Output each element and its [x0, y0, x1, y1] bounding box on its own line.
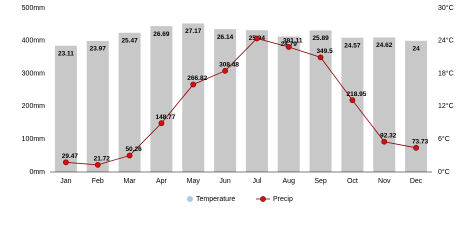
- temperature-bar: [245, 30, 268, 172]
- precip-label: 381.11: [283, 38, 303, 45]
- x-tick-label: Apr: [156, 178, 168, 185]
- precip-label: 29.47: [62, 153, 79, 160]
- y-tick-label: 200mm: [22, 103, 46, 110]
- temperature-bar: [118, 32, 141, 172]
- chart: 0mm 100mm 200mm 300mm 400mm 500mm 0°C 6°C 12°C 18…: [22, 4, 454, 203]
- x-tick-label: Oct: [347, 178, 358, 185]
- x-tick-label: Jul: [252, 178, 261, 185]
- y2-tick-label: 24°C: [438, 37, 454, 45]
- temperature-label: 24: [412, 46, 420, 53]
- temperature-bar: [341, 37, 364, 173]
- temperature-label: 26.14: [217, 34, 234, 41]
- precip-marker: [349, 97, 356, 104]
- precip-marker: [381, 138, 388, 145]
- y2-tick-label: 18°C: [438, 69, 454, 77]
- precip-marker: [94, 161, 101, 168]
- x-tick-label: Aug: [283, 178, 296, 185]
- precip-marker: [126, 152, 133, 159]
- temperature-bar: [54, 45, 77, 173]
- legend-label: Precip: [273, 196, 293, 203]
- legend-label: Temperature: [196, 196, 235, 203]
- temperature-bar: [182, 23, 205, 172]
- y2-tick-label: 0°C: [438, 168, 450, 176]
- precip-marker: [222, 67, 228, 74]
- precip-label: 266.82: [187, 75, 207, 82]
- precip-label: 21.72: [94, 156, 111, 163]
- x-tick-label: Nov: [378, 178, 391, 185]
- precip-marker: [254, 35, 260, 42]
- temperature-bar: [150, 26, 173, 173]
- x-tick-label: Jun: [219, 178, 230, 185]
- temperature-label: 27.17: [185, 28, 202, 35]
- y2-tick-label: 12°C: [438, 102, 454, 110]
- legend-swatch: [187, 196, 193, 202]
- x-tick-label: Mar: [124, 178, 137, 185]
- precip-marker: [413, 144, 419, 151]
- temperature-bar: [214, 29, 237, 172]
- precip-label: 218.95: [346, 91, 366, 98]
- y-tick-label: 100mm: [22, 136, 46, 143]
- precip-line: [65, 38, 417, 166]
- temperature-label: 24.57: [344, 42, 361, 49]
- temperature-label: 25.47: [121, 37, 138, 44]
- x-tick-label: Feb: [92, 178, 104, 185]
- temperature-label: 24.62: [376, 42, 393, 49]
- y-tick-label: 0mm: [29, 169, 45, 176]
- precip-label: 73.73: [412, 139, 429, 146]
- y2-tick-label: 6°C: [438, 135, 450, 143]
- x-tick-label: May: [187, 178, 201, 185]
- precip-marker: [63, 159, 69, 166]
- temperature-bar: [86, 40, 109, 172]
- y2-tick-label: 30°C: [438, 4, 454, 12]
- precip-marker: [317, 54, 324, 61]
- x-tick-label: Dec: [410, 178, 423, 185]
- precip-label: 92.32: [380, 132, 397, 139]
- legend-swatch: [260, 196, 266, 202]
- precip-label: 349.5: [316, 48, 333, 55]
- precip-marker: [190, 81, 197, 88]
- precip-label: 50.26: [125, 146, 142, 153]
- x-tick-label: Sep: [314, 178, 327, 185]
- temperature-label: 23.11: [58, 50, 74, 57]
- temperature-label: 25.89: [312, 35, 329, 42]
- y-tick-label: 300mm: [22, 70, 46, 77]
- precip-marker: [285, 44, 292, 50]
- y-tick-label: 400mm: [22, 38, 46, 45]
- precip-marker: [158, 120, 165, 127]
- temperature-bar: [405, 40, 428, 172]
- precip-label: 148.77: [155, 114, 175, 121]
- x-tick-label: Jan: [60, 178, 71, 185]
- precip-label: 308.48: [219, 62, 239, 69]
- temperature-label: 23.97: [90, 46, 107, 53]
- temperature-bar: [309, 30, 332, 172]
- temperature-bar: [277, 36, 300, 172]
- y-tick-label: 500mm: [22, 5, 46, 12]
- temperature-bar: [373, 37, 396, 172]
- temperature-label: 26.69: [153, 31, 170, 38]
